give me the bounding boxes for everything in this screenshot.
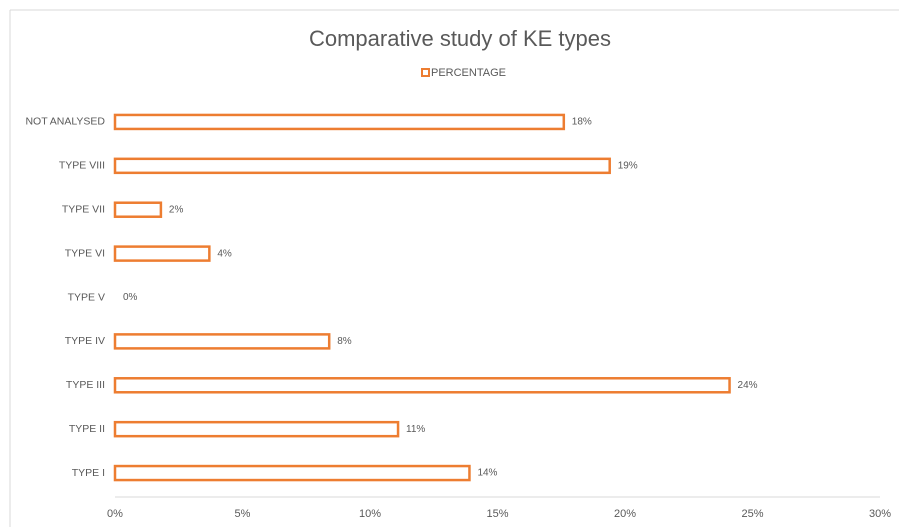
y-tick-label: TYPE VI bbox=[65, 247, 105, 259]
bar bbox=[113, 201, 163, 218]
data-label: 19% bbox=[618, 160, 638, 171]
data-label: 2% bbox=[169, 204, 184, 215]
data-label: 14% bbox=[477, 468, 497, 479]
data-label: 24% bbox=[738, 380, 758, 391]
legend-label: PERCENTAGE bbox=[431, 67, 506, 79]
x-tick-label: 15% bbox=[486, 508, 508, 520]
y-tick-label: NOT ANALYSED bbox=[25, 116, 105, 128]
bar bbox=[113, 245, 211, 262]
bar bbox=[113, 420, 400, 438]
bar bbox=[113, 377, 731, 394]
y-tick-label: TYPE II bbox=[69, 423, 105, 435]
x-tick-label: 20% bbox=[614, 508, 636, 520]
data-label: 0% bbox=[123, 292, 138, 303]
y-tick-label: TYPE VIII bbox=[59, 160, 105, 172]
y-tick-label: TYPE VII bbox=[62, 204, 105, 216]
chart-title: Comparative study of KE types bbox=[309, 26, 611, 51]
bar bbox=[113, 157, 611, 175]
y-tick-label: TYPE III bbox=[66, 379, 105, 391]
data-label: 11% bbox=[406, 424, 425, 435]
legend-swatch bbox=[421, 68, 430, 77]
data-label: 8% bbox=[337, 336, 352, 347]
x-tick-label: 0% bbox=[107, 508, 123, 520]
y-tick-label: TYPE IV bbox=[65, 335, 105, 347]
x-tick-label: 30% bbox=[869, 508, 891, 520]
data-label: 18% bbox=[572, 117, 592, 128]
bar bbox=[113, 333, 331, 350]
data-label: 4% bbox=[217, 248, 232, 259]
bar bbox=[113, 464, 471, 482]
x-tick-label: 5% bbox=[235, 508, 251, 520]
x-tick-label: 10% bbox=[359, 508, 381, 520]
y-tick-label: TYPE I bbox=[72, 467, 105, 479]
bar bbox=[113, 113, 566, 131]
y-tick-label: TYPE V bbox=[68, 291, 105, 303]
x-tick-label: 25% bbox=[741, 508, 763, 520]
